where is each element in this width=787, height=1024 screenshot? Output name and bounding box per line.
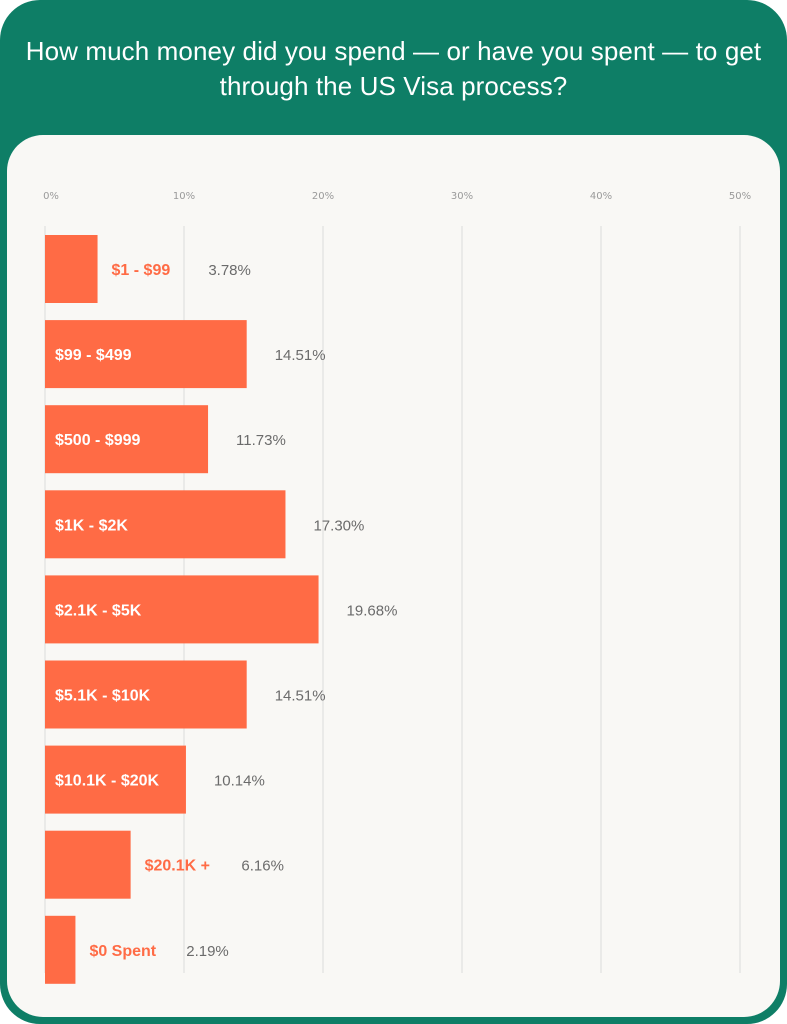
bar	[45, 490, 286, 559]
bar-category-label: $2.1K - $5K	[55, 602, 142, 619]
bar	[45, 235, 98, 303]
bar-category-label: $500 - $999	[55, 432, 141, 449]
bar-value-label: 17.30%	[313, 517, 364, 534]
bar	[45, 830, 131, 899]
chart-title: How much money did you spend — or have y…	[25, 36, 762, 101]
bar-value-label: 2.19%	[186, 943, 229, 960]
x-tick-label: 10%	[173, 191, 195, 202]
bar-value-label: 3.78%	[208, 262, 251, 279]
x-tick-label: 40%	[590, 191, 612, 202]
bar-category-label: $20.1K +	[145, 858, 210, 875]
x-tick-label: 50%	[729, 191, 751, 202]
bar	[45, 320, 247, 389]
bar-category-label: $0 Spent	[89, 943, 156, 960]
bar-value-label: 11.73%	[236, 432, 286, 449]
bar-value-label: 6.16%	[241, 858, 284, 875]
bar-category-label: $1K - $2K	[55, 517, 128, 534]
bar-category-label: $10.1K - $20K	[55, 773, 160, 790]
x-tick-label: 0%	[43, 191, 59, 202]
bar-value-label: 14.51%	[275, 688, 326, 705]
x-tick-label: 30%	[451, 191, 473, 202]
bar	[45, 405, 209, 474]
bar	[45, 660, 247, 729]
bar-category-label: $1 - $99	[112, 262, 171, 279]
bar	[45, 745, 186, 814]
bar-value-label: 19.68%	[347, 602, 398, 619]
bar-value-label: 10.14%	[214, 773, 265, 790]
bar-category-label: $99 - $499	[55, 347, 132, 364]
bar-category-label: $5.1K - $10K	[55, 688, 151, 705]
bar	[45, 575, 319, 644]
bar-value-label: 14.51%	[275, 347, 326, 364]
bar	[45, 915, 76, 984]
x-tick-label: 20%	[312, 191, 334, 202]
